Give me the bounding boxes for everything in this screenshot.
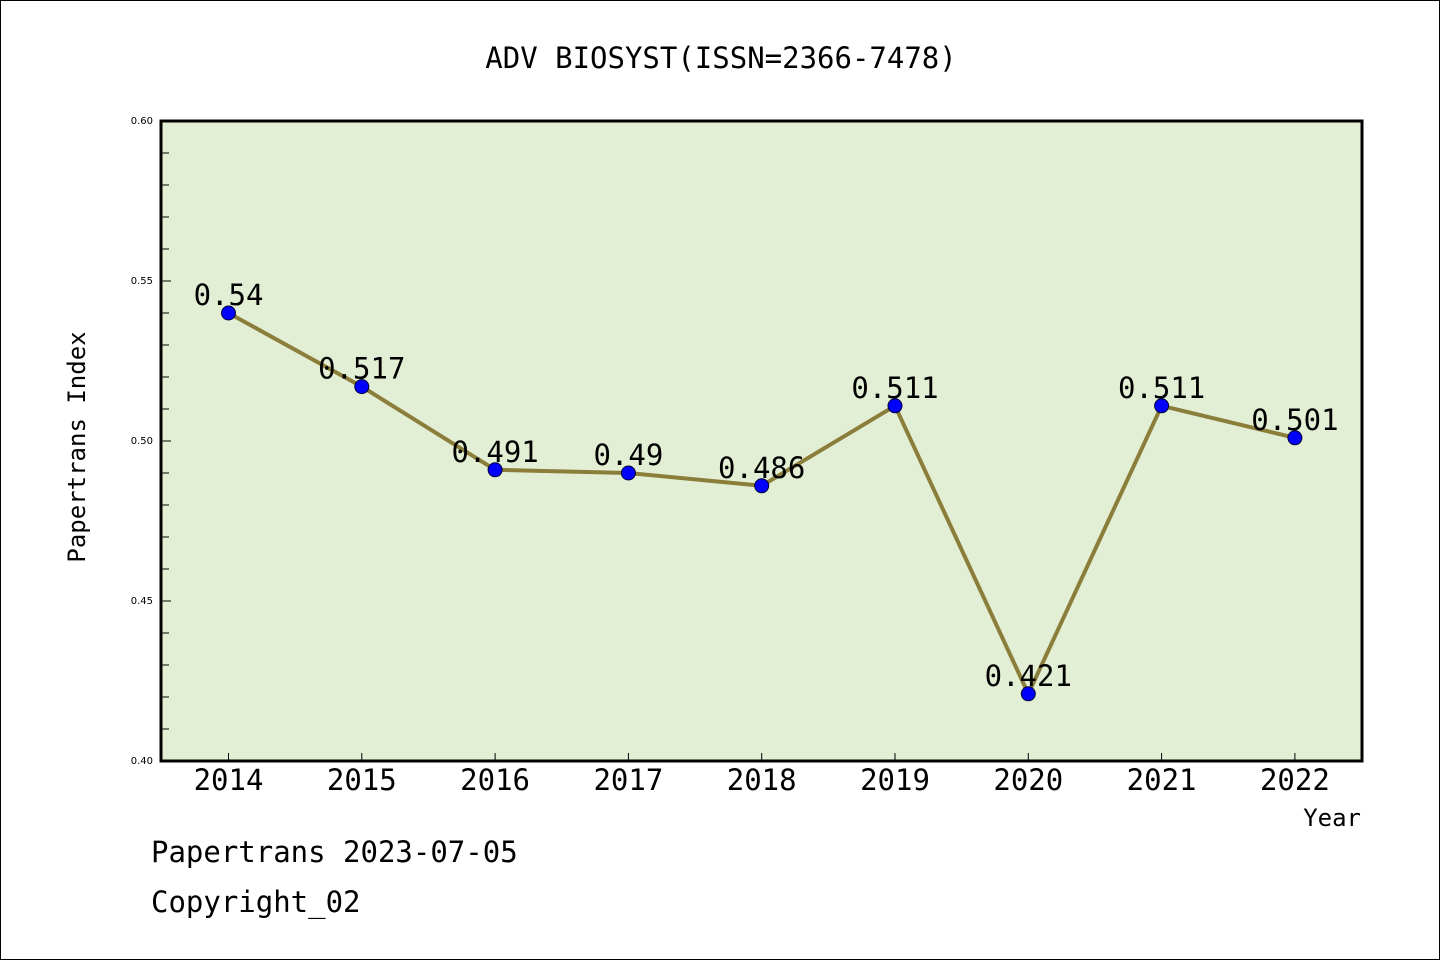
data-point-marker xyxy=(754,478,770,494)
x-tick-label: 2016 xyxy=(460,763,530,797)
data-point-marker xyxy=(620,465,636,481)
x-tick-label: 2019 xyxy=(860,763,930,797)
data-label-group: 0.54 0.517 0.491 0.49 0.486 0.511 0.421 0.511 0.… xyxy=(194,278,1339,693)
data-point-marker xyxy=(221,305,236,321)
x-tick-label: 2021 xyxy=(1127,763,1197,797)
data-label: 0.486 xyxy=(718,451,805,485)
data-point-marker xyxy=(1287,430,1303,446)
data-label: 0.54 xyxy=(194,278,264,312)
footer-date-text: Papertrans 2023-07-05 xyxy=(151,835,518,869)
plot-area xyxy=(159,119,1364,763)
data-point-marker xyxy=(1154,398,1170,414)
data-label: 0.511 xyxy=(851,371,938,405)
x-tick-label: 2020 xyxy=(993,763,1063,797)
x-tick-label: 2015 xyxy=(327,763,397,797)
y-tick-label: 0.55 xyxy=(131,276,153,287)
data-label: 0.501 xyxy=(1251,403,1338,437)
data-label: 0.421 xyxy=(985,659,1072,693)
x-tick-label: 2017 xyxy=(593,763,663,797)
y-tick-label: 0.60 xyxy=(131,116,153,127)
y-tick-label: 0.50 xyxy=(131,436,153,447)
data-label: 0.517 xyxy=(318,352,405,386)
x-axis: 2014 2015 2016 2017 2018 2019 2020 2021 2022 xyxy=(194,753,1330,797)
data-label: 0.491 xyxy=(451,435,538,469)
chart-title: ADV BIOSYST(ISSN=2366-7478) xyxy=(485,41,956,75)
data-point-marker xyxy=(487,462,503,478)
x-tick-label: 2018 xyxy=(727,763,797,797)
footer-copyright-text: Copyright_02 xyxy=(151,885,361,919)
data-label: 0.49 xyxy=(593,438,663,472)
x-tick-label: 2022 xyxy=(1260,763,1330,797)
data-label: 0.511 xyxy=(1118,371,1205,405)
y-axis-label: Papertrans Index xyxy=(63,331,91,562)
y-tick-label: 0.45 xyxy=(131,596,153,607)
x-axis-label: Year xyxy=(1303,804,1361,832)
y-tick-label: 0.40 xyxy=(131,756,153,767)
marker-group xyxy=(221,305,1303,702)
data-point-marker xyxy=(354,379,370,395)
y-axis: 0.40 0.45 0.50 0.55 0.60 xyxy=(131,116,171,767)
data-point-marker xyxy=(1020,686,1036,702)
data-point-marker xyxy=(887,398,903,414)
x-tick-label: 2014 xyxy=(194,763,264,797)
